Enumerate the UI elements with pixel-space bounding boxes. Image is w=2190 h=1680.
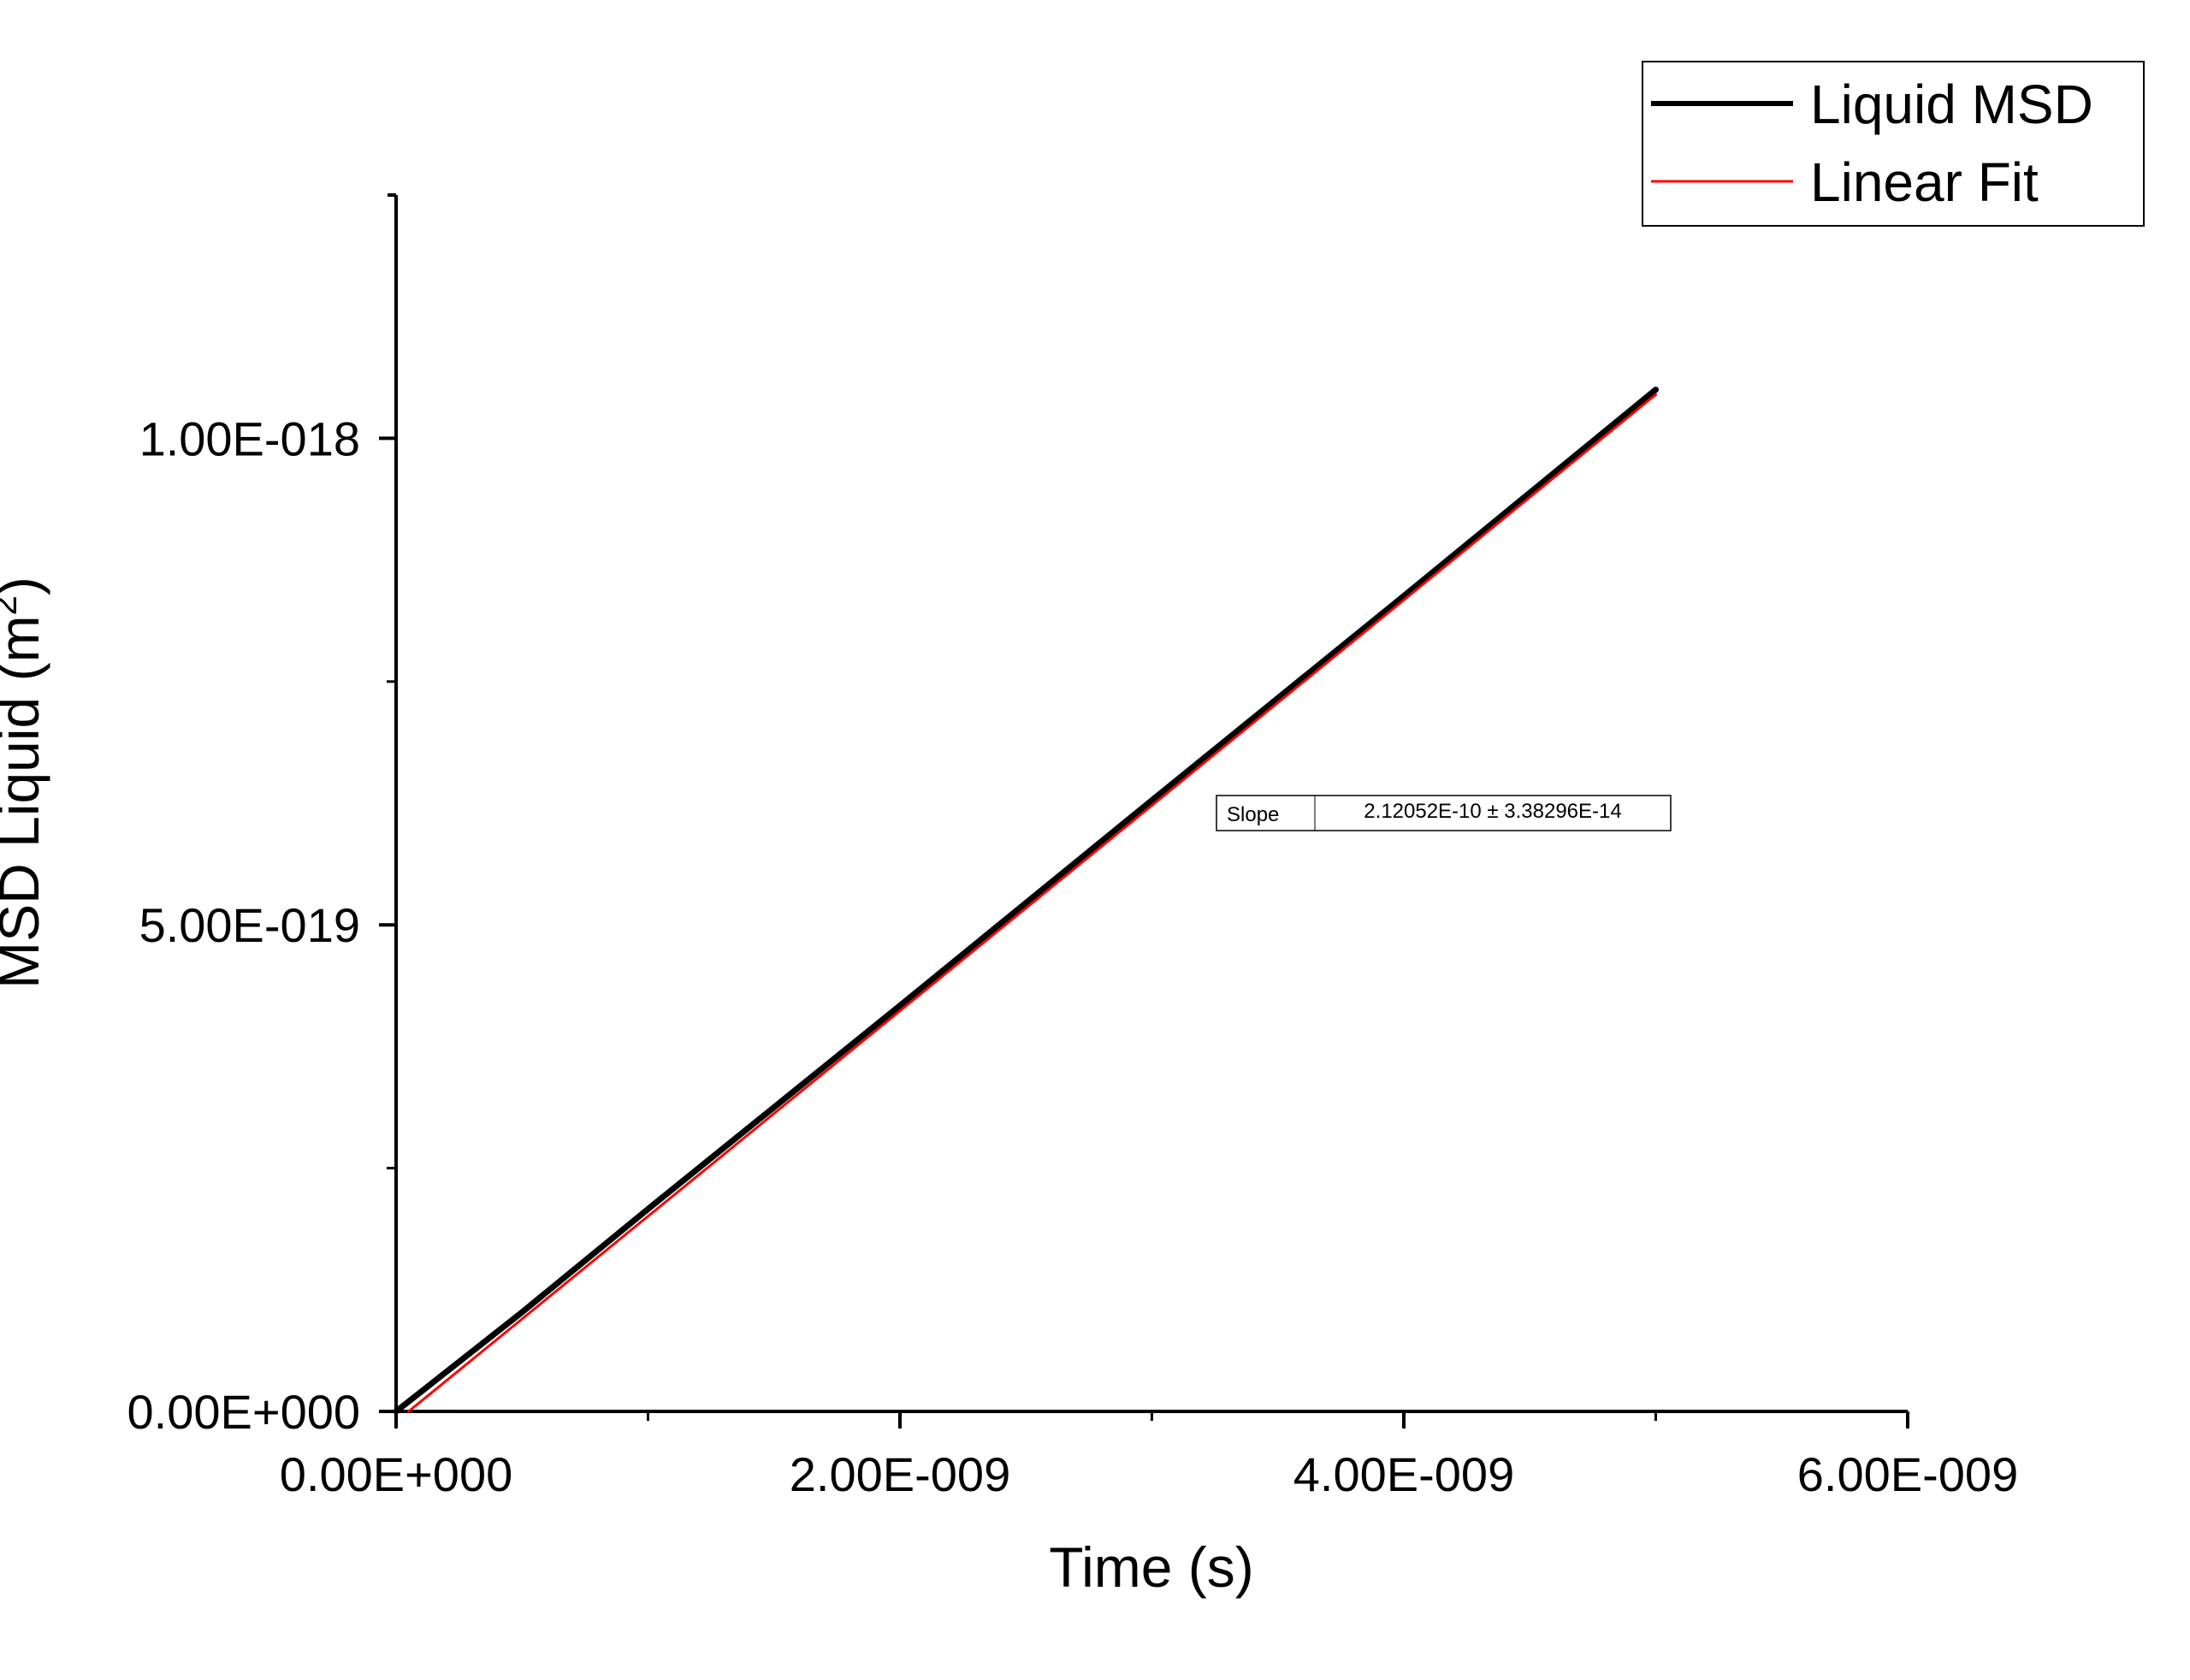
- y-axis-title-superscript: 2: [0, 595, 24, 615]
- x-axis-title: Time (s): [1049, 1535, 1254, 1599]
- legend: Liquid MSD Linear Fit: [1642, 61, 2145, 227]
- x-tick-label: 4.00E-009: [1293, 1447, 1514, 1501]
- x-tick-label: 2.00E-009: [790, 1447, 1010, 1501]
- y-tick-label: 0.00E+000: [127, 1385, 360, 1439]
- series-line-liquid-msd: [393, 387, 1659, 1415]
- legend-label-linear-fit: Linear Fit: [1810, 151, 2039, 213]
- annotation-slope-value: 2.12052E-10 ± 3.38296E-14: [1364, 800, 1621, 823]
- annotation-box: [1216, 795, 1672, 831]
- y-axis-title: MSD Liquid (m2): [0, 577, 50, 989]
- legend-label-liquid-msd: Liquid MSD: [1810, 74, 2093, 135]
- x-tick-label: 6.00E-009: [1797, 1447, 2018, 1501]
- y-tick-label: 5.00E-019: [139, 898, 360, 952]
- annotation-slope-label: Slope: [1227, 803, 1279, 826]
- legend-box: [1642, 61, 2145, 227]
- y-axis-title-close: ): [0, 577, 50, 595]
- y-tick-label: 1.00E-018: [139, 411, 360, 465]
- y-axis-title-main: MSD Liquid (m: [0, 615, 50, 988]
- x-ticks: 0.00E+000 2.00E-009 4.00E-009 6.00E-009: [280, 1411, 2018, 1501]
- series-line-linear-fit: [407, 393, 1657, 1413]
- series-layer: [393, 387, 1659, 1415]
- fit-annotation-table: Slope 2.12052E-10 ± 3.38296E-14: [1216, 795, 1672, 831]
- y-ticks: 0.00E+000 5.00E-019 1.00E-018: [127, 193, 396, 1439]
- x-tick-label: 0.00E+000: [280, 1447, 512, 1501]
